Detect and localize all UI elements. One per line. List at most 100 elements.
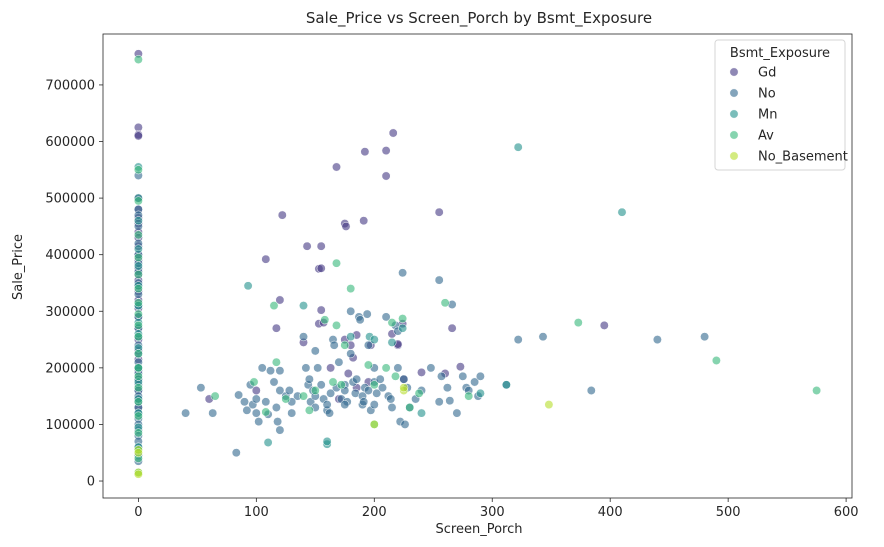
point-no <box>363 386 373 395</box>
point-gd <box>332 162 341 172</box>
point-no <box>442 383 452 393</box>
point-av <box>271 357 281 367</box>
point-no-basement <box>133 469 143 479</box>
point-gd <box>326 363 336 373</box>
point-av <box>249 377 259 387</box>
legend-box <box>714 39 846 171</box>
point-mn <box>398 323 408 333</box>
y-axis-label: Sale_Price <box>11 234 26 300</box>
y-tick-label: 0 <box>87 475 95 490</box>
point-no <box>346 349 356 359</box>
point-av <box>711 356 721 365</box>
point-no <box>257 363 267 373</box>
point-gd <box>388 128 398 138</box>
point-no-basement <box>369 419 379 429</box>
point-gd <box>277 210 287 220</box>
legend-label: No <box>758 87 776 102</box>
point-gd <box>133 131 143 141</box>
point-no <box>426 363 436 373</box>
point-av <box>133 298 143 308</box>
point-gd <box>447 323 457 333</box>
point-av <box>133 196 143 206</box>
point-no <box>261 397 271 407</box>
point-av <box>304 405 314 415</box>
point-av <box>405 403 415 412</box>
point-av <box>812 386 822 395</box>
point-gd <box>434 207 444 217</box>
point-av <box>269 301 279 311</box>
y-tick-label: 400000 <box>45 248 95 263</box>
point-av <box>310 386 320 395</box>
point-mn <box>133 216 143 226</box>
point-no <box>399 374 409 384</box>
point-av <box>133 363 143 373</box>
point-mn <box>243 281 253 291</box>
point-av <box>133 411 143 421</box>
point-av <box>346 284 356 294</box>
point-no <box>355 315 365 325</box>
point-av <box>133 332 143 342</box>
point-no <box>316 380 326 390</box>
point-av <box>332 320 341 330</box>
point-gd <box>455 362 465 372</box>
x-tick-label: 0 <box>134 505 142 520</box>
point-av <box>210 391 220 401</box>
point-no <box>301 363 311 373</box>
point-no <box>287 408 297 418</box>
legend-label: No_Basement <box>758 150 848 165</box>
point-gd <box>275 295 285 305</box>
point-no <box>325 408 334 418</box>
plot-frame <box>102 33 853 499</box>
y-tick-label: 500000 <box>45 192 95 207</box>
point-no <box>362 309 372 319</box>
point-gd <box>316 305 326 315</box>
point-gd <box>316 263 326 273</box>
point-gd <box>316 241 326 251</box>
point-av <box>133 270 143 279</box>
point-av <box>133 165 143 175</box>
y-axis-ticks: 0 100000 200000 300000 400000 500000 600000 700… <box>45 78 103 490</box>
point-av <box>133 230 143 240</box>
y-tick-label: 700000 <box>45 78 95 93</box>
point-no-basement <box>399 383 409 393</box>
point-no <box>346 306 356 316</box>
x-tick-label: 200 <box>362 505 387 520</box>
point-av <box>133 428 143 438</box>
point-no <box>275 386 285 395</box>
point-mn <box>501 380 511 390</box>
point-no <box>434 397 444 407</box>
point-mn <box>263 438 273 447</box>
point-mn <box>369 335 379 345</box>
point-no <box>251 394 261 404</box>
point-no <box>266 366 275 376</box>
y-tick-label: 100000 <box>45 418 95 433</box>
point-mn <box>617 207 627 217</box>
point-av <box>133 383 143 393</box>
point-gd <box>341 221 351 231</box>
point-av <box>133 309 143 319</box>
y-tick-label: 600000 <box>45 135 95 150</box>
point-no <box>513 335 523 345</box>
points-layer <box>133 49 822 479</box>
x-tick-label: 400 <box>598 505 623 520</box>
point-av <box>387 318 397 328</box>
point-no <box>398 268 408 278</box>
point-mn <box>475 388 485 398</box>
point-no <box>652 335 662 345</box>
point-mn <box>299 301 308 311</box>
point-mn <box>133 244 143 254</box>
point-no <box>381 312 391 322</box>
point-av <box>133 320 143 330</box>
point-no-basement <box>544 400 554 410</box>
point-av <box>133 55 143 64</box>
point-no <box>242 405 252 415</box>
point-av <box>328 377 338 387</box>
point-av <box>381 363 391 373</box>
point-av <box>281 394 291 404</box>
point-no <box>231 448 241 458</box>
point-no <box>475 371 485 381</box>
point-av <box>133 349 143 359</box>
point-gd <box>599 320 609 330</box>
point-gd <box>417 367 426 377</box>
point-av <box>261 407 271 417</box>
